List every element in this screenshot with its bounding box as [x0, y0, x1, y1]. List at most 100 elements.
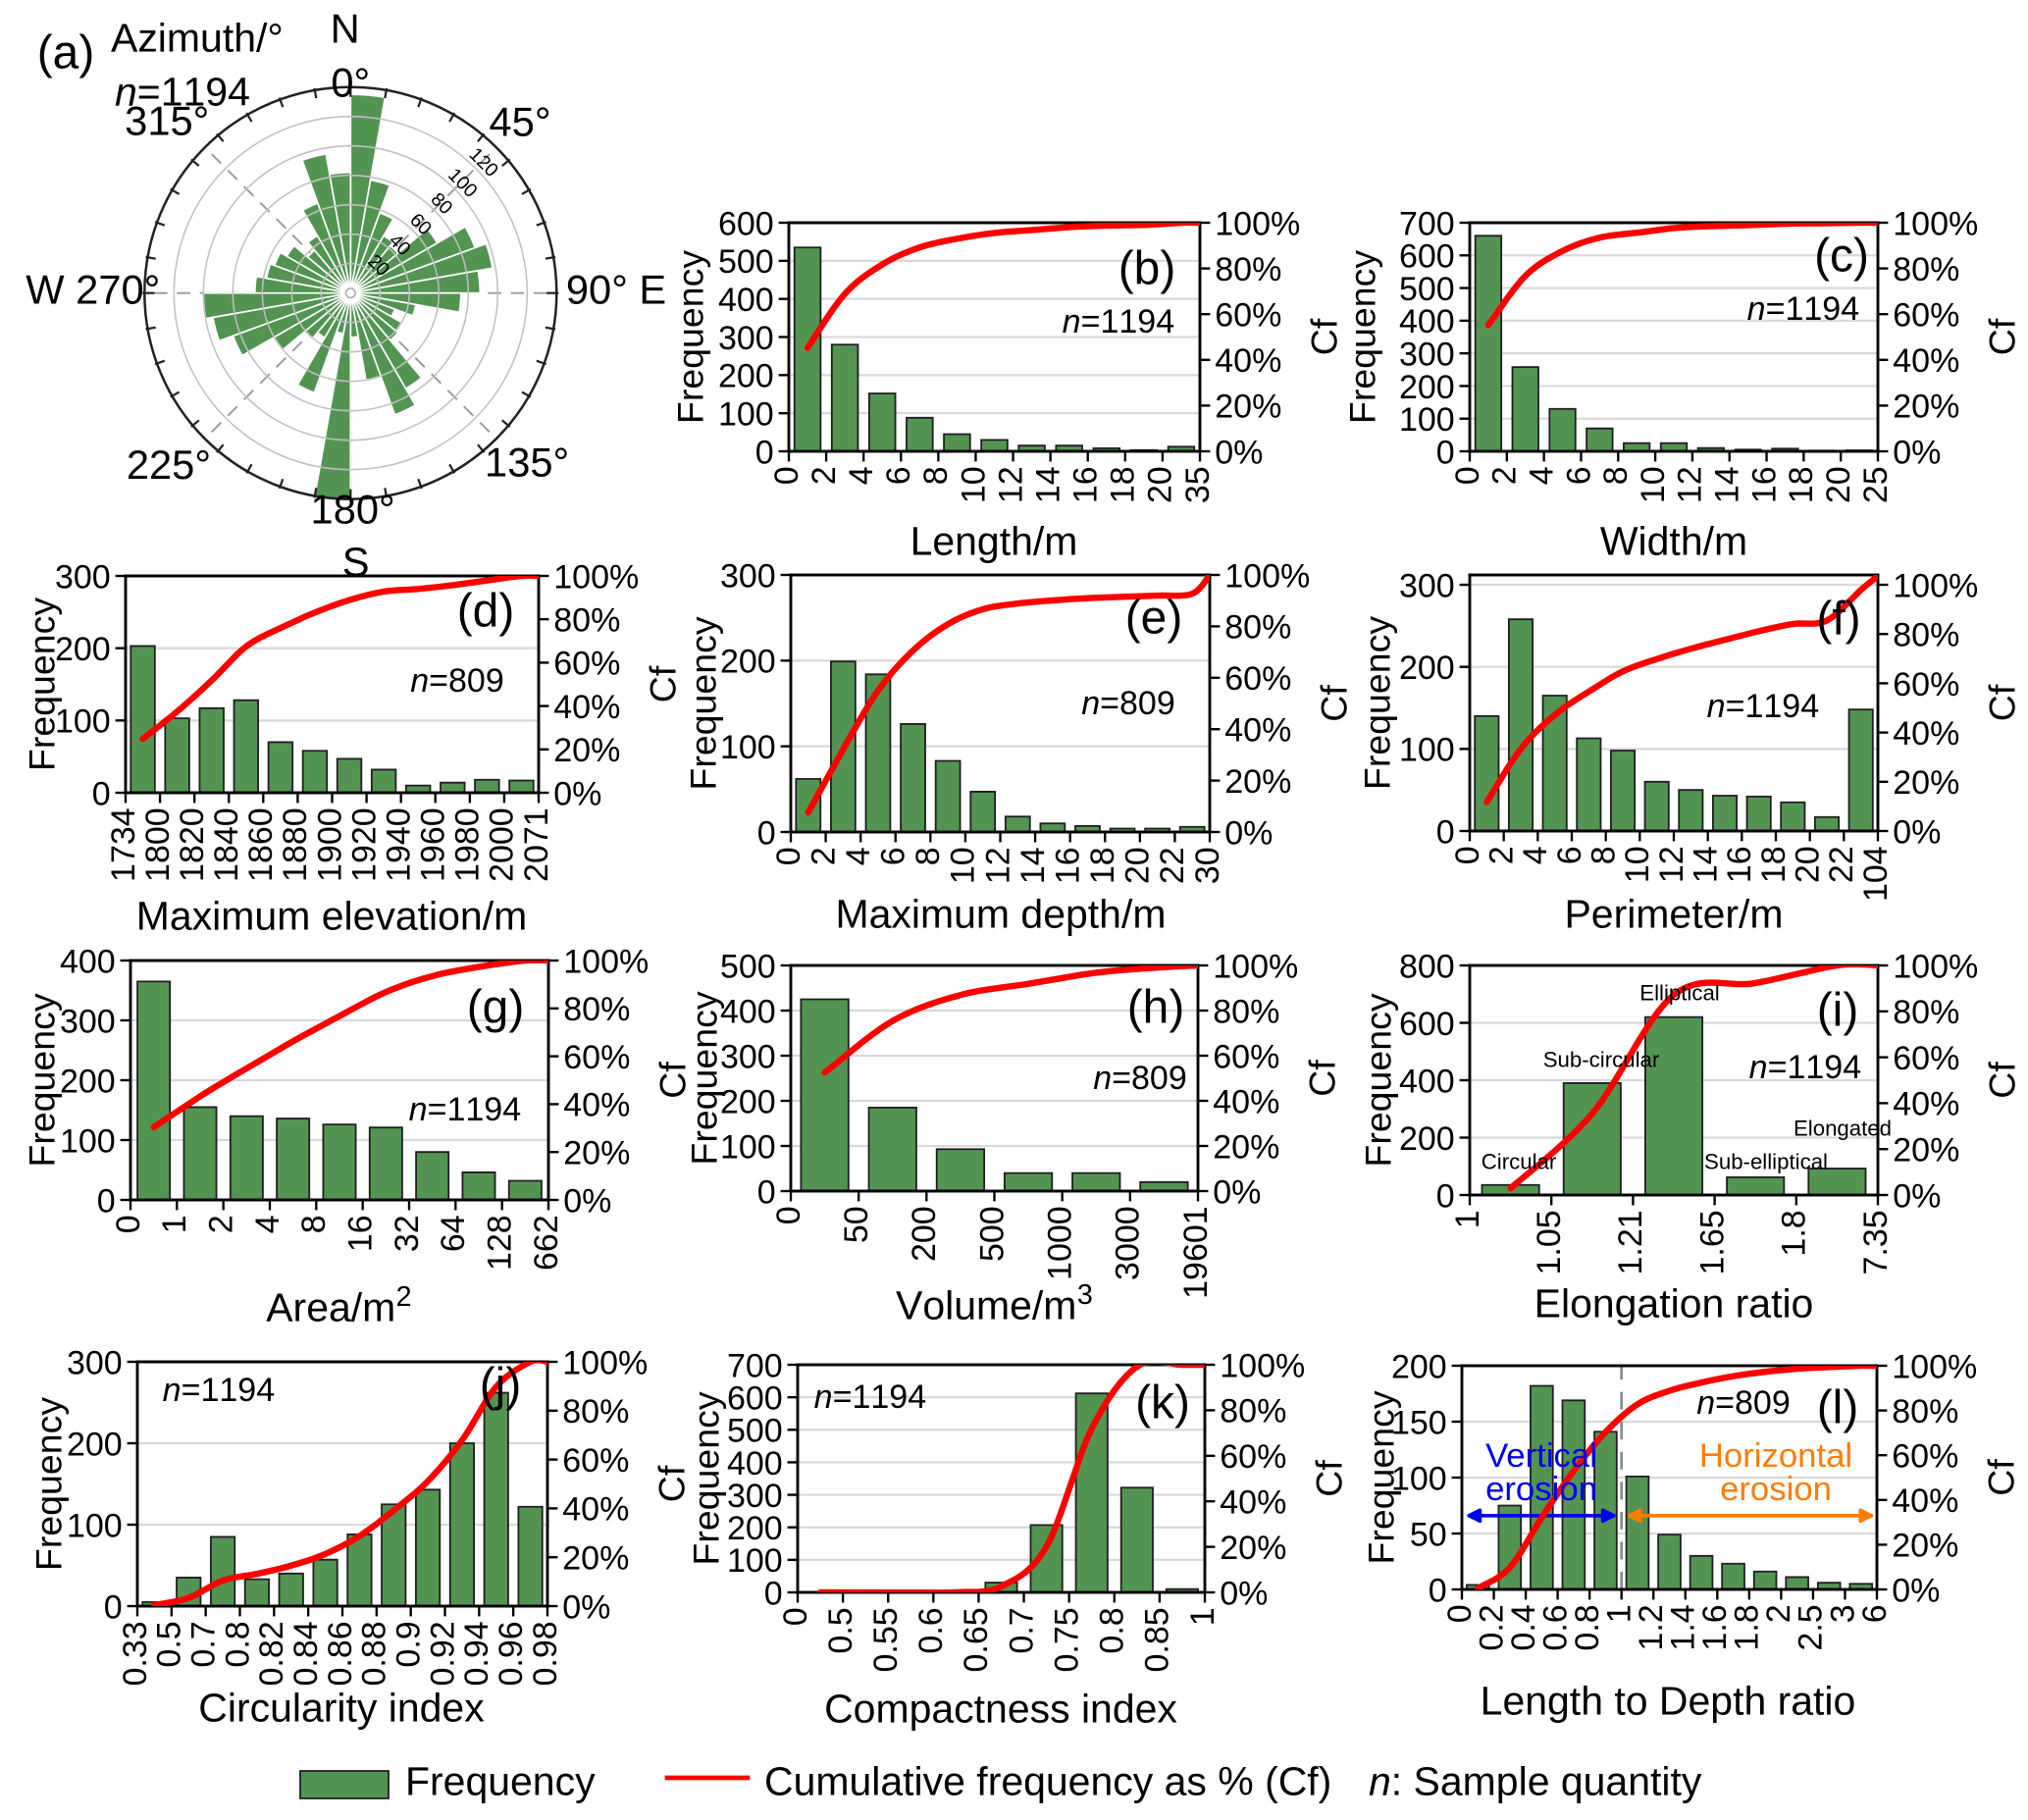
svg-text:100%: 100%	[1892, 1348, 1977, 1385]
svg-text:0: 0	[770, 1206, 807, 1224]
svg-text:erosion: erosion	[1485, 1471, 1597, 1508]
svg-text:200: 200	[1391, 1348, 1447, 1385]
svg-text:80%: 80%	[1213, 993, 1279, 1030]
svg-text:100: 100	[60, 1122, 116, 1160]
svg-text:662: 662	[528, 1215, 565, 1271]
svg-text:20: 20	[1820, 466, 1857, 503]
svg-text:300: 300	[718, 320, 774, 357]
svg-text:Cf: Cf	[1314, 685, 1355, 722]
svg-text:300: 300	[60, 1003, 116, 1040]
svg-text:200: 200	[1399, 1120, 1455, 1158]
svg-text:16: 16	[1067, 466, 1105, 503]
svg-text:100: 100	[1391, 1460, 1447, 1497]
svg-text:2000: 2000	[484, 807, 521, 882]
svg-text:500: 500	[1399, 271, 1455, 308]
svg-text:Frequency: Frequency	[684, 991, 725, 1165]
svg-text:8: 8	[1597, 466, 1635, 485]
svg-text:100: 100	[1399, 732, 1455, 769]
svg-text:0: 0	[1436, 1177, 1455, 1215]
svg-text:Frequency: Frequency	[22, 598, 63, 771]
svg-text:1.6: 1.6	[1696, 1604, 1734, 1650]
svg-text:700: 700	[727, 1347, 783, 1384]
svg-text:Cf: Cf	[1302, 1060, 1343, 1097]
svg-text:500: 500	[727, 1413, 783, 1450]
svg-text:100: 100	[67, 1507, 123, 1544]
svg-text:n = 1 1 9: n = 1 1 9 4	[1063, 303, 1174, 340]
svg-text:25: 25	[1857, 466, 1895, 503]
svg-text:10: 10	[1619, 846, 1656, 883]
svg-text:0.55: 0.55	[867, 1607, 905, 1672]
svg-text:0.88: 0.88	[356, 1621, 393, 1686]
svg-text:0%: 0%	[1220, 1575, 1268, 1612]
svg-text:100%: 100%	[1893, 948, 1978, 985]
svg-text:(h): (h)	[1127, 981, 1185, 1033]
svg-text:200: 200	[906, 1206, 943, 1262]
svg-text:1960: 1960	[415, 807, 452, 882]
svg-text:10: 10	[955, 466, 992, 503]
svg-text:2: 2	[1482, 846, 1520, 864]
svg-text:7.35: 7.35	[1857, 1210, 1895, 1274]
svg-text:300: 300	[720, 557, 776, 595]
svg-text:3000: 3000	[1110, 1206, 1147, 1280]
svg-text:200: 200	[55, 631, 111, 668]
svg-text:0%: 0%	[1893, 1177, 1941, 1215]
svg-text:40%: 40%	[553, 689, 620, 726]
svg-text:100: 100	[720, 729, 776, 766]
svg-text:300: 300	[1399, 567, 1455, 604]
svg-text:400: 400	[60, 943, 116, 980]
svg-text:40%: 40%	[1893, 342, 1959, 380]
svg-text:200: 200	[1399, 369, 1455, 406]
svg-text:300: 300	[720, 1038, 776, 1075]
svg-text:700: 700	[1399, 205, 1455, 242]
svg-text:80%: 80%	[1893, 251, 1959, 288]
svg-text:80%: 80%	[1215, 251, 1281, 288]
svg-text:0.2: 0.2	[1473, 1604, 1510, 1650]
svg-text:Length to Depth ratio: Length to Depth ratio	[1481, 1679, 1856, 1724]
svg-text:80%: 80%	[562, 1393, 629, 1430]
svg-text:104: 104	[1857, 846, 1895, 902]
svg-text:500: 500	[973, 1206, 1011, 1262]
svg-text:60%: 60%	[1893, 666, 1959, 703]
svg-text:400: 400	[1399, 1063, 1455, 1100]
svg-text:(d): (d)	[457, 585, 515, 637]
svg-text:Length/m: Length/m	[910, 519, 1078, 564]
svg-text:Frequency: Frequency	[686, 1391, 727, 1565]
svg-text:100%: 100%	[1224, 557, 1310, 595]
svg-text:n : S a: n : S a m p l e q u a n t i t y	[1369, 1758, 1702, 1803]
svg-text:Frequency: Frequency	[1357, 616, 1398, 790]
svg-text:0.7: 0.7	[1003, 1607, 1040, 1653]
svg-text:2: 2	[805, 847, 842, 865]
svg-text:Cf: Cf	[1982, 1062, 2023, 1099]
svg-text:n = 8 0 9: n = 8 0 9	[410, 662, 504, 700]
svg-text:6: 6	[1856, 1604, 1894, 1623]
svg-text:1: 1	[156, 1215, 193, 1233]
svg-text:2: 2	[1486, 466, 1524, 485]
svg-text:1.8: 1.8	[1776, 1210, 1813, 1256]
svg-text:(e): (e)	[1125, 592, 1183, 644]
svg-text:80%: 80%	[563, 991, 630, 1028]
svg-text:19601: 19601	[1177, 1206, 1215, 1299]
svg-text:0: 0	[755, 434, 774, 471]
svg-text:Elliptical: Elliptical	[1639, 981, 1720, 1006]
svg-text:200: 200	[1399, 650, 1455, 687]
svg-text:20%: 20%	[1893, 764, 1959, 802]
svg-text:8: 8	[910, 847, 947, 865]
svg-text:0%: 0%	[563, 1182, 611, 1220]
svg-text:4: 4	[1517, 846, 1554, 864]
svg-text:50: 50	[838, 1206, 875, 1243]
svg-text:2: 2	[806, 466, 843, 485]
svg-text:1800: 1800	[139, 807, 177, 882]
svg-text:40%: 40%	[1893, 715, 1959, 753]
svg-text:Maximum depth/m: Maximum depth/m	[836, 892, 1167, 937]
svg-text:200: 200	[727, 1510, 783, 1547]
svg-text:Frequency: Frequency	[1361, 1390, 1402, 1564]
svg-text:Cf: Cf	[1304, 318, 1345, 355]
svg-text:Cf: Cf	[651, 1465, 693, 1502]
svg-text:0: 0	[764, 1575, 783, 1612]
svg-text:80%: 80%	[1893, 617, 1959, 654]
svg-text:20%: 20%	[1893, 1132, 1959, 1170]
svg-text:Vertical: Vertical	[1485, 1437, 1597, 1475]
svg-text:Cf: Cf	[1982, 318, 2023, 355]
svg-text:(l): (l)	[1817, 1381, 1859, 1433]
svg-text:1.05: 1.05	[1531, 1210, 1568, 1274]
